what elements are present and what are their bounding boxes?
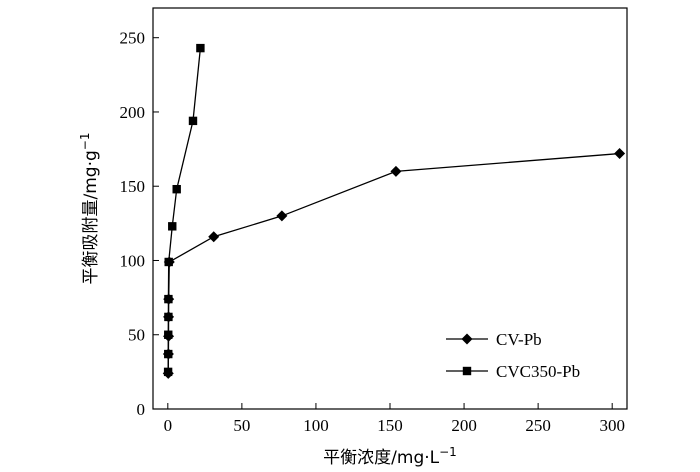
x-tick-label: 150 bbox=[377, 416, 403, 435]
data-point bbox=[163, 367, 173, 377]
y-axis-title-superscript: −1 bbox=[78, 133, 92, 151]
x-tick-label: 200 bbox=[451, 416, 477, 435]
data-point bbox=[164, 349, 173, 359]
y-tick-label: 50 bbox=[128, 326, 145, 345]
series-cvc350-pb bbox=[163, 43, 205, 377]
data-point bbox=[172, 184, 181, 194]
data-point bbox=[164, 294, 173, 304]
x-axis-title: 平衡浓度/mg·L−1 bbox=[323, 445, 457, 468]
x-axis-title-superscript: −1 bbox=[439, 445, 457, 459]
data-point bbox=[164, 330, 173, 339]
legend-marker bbox=[461, 333, 473, 345]
x-tick-label: 50 bbox=[233, 416, 250, 435]
data-point bbox=[164, 257, 173, 267]
axes bbox=[152, 7, 628, 410]
data-point bbox=[208, 231, 220, 243]
y-tick-label: 250 bbox=[120, 29, 146, 48]
x-tick-label: 250 bbox=[525, 416, 551, 435]
series-cv-pb bbox=[162, 148, 626, 379]
data-point bbox=[276, 210, 288, 222]
series-line bbox=[167, 48, 202, 372]
y-axis-title: 平衡吸附量/mg·g−1 bbox=[78, 133, 101, 285]
x-tick-label: 0 bbox=[164, 416, 173, 435]
data-point bbox=[614, 148, 626, 160]
legend-label: CV-Pb bbox=[496, 330, 542, 349]
legend-marker bbox=[462, 366, 472, 376]
data-point bbox=[390, 165, 402, 177]
y-tick-label: 200 bbox=[120, 103, 146, 122]
y-tick-label: 150 bbox=[120, 177, 146, 196]
series-line bbox=[167, 152, 620, 374]
x-tick-label: 100 bbox=[303, 416, 329, 435]
data-point bbox=[188, 116, 198, 126]
data-point bbox=[168, 222, 177, 231]
x-tick-label: 300 bbox=[599, 416, 625, 435]
y-tick-label: 0 bbox=[137, 400, 146, 419]
data-point bbox=[164, 312, 173, 322]
data-point bbox=[196, 43, 205, 53]
axis-ticks: 0 50 100 150 200 250 300 0 50 100 150 200 250 bbox=[120, 29, 625, 435]
series-layer bbox=[162, 43, 626, 379]
plot-frame bbox=[152, 7, 628, 410]
legend: CV-Pb CVC350-Pb bbox=[446, 330, 580, 381]
y-tick-label: 100 bbox=[120, 251, 146, 270]
legend-label: CVC350-Pb bbox=[496, 362, 580, 381]
